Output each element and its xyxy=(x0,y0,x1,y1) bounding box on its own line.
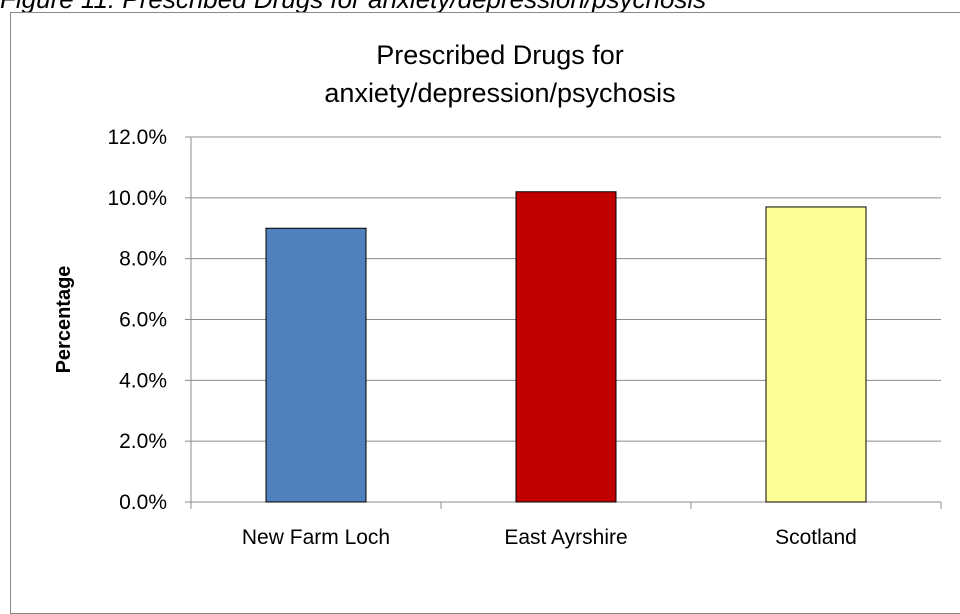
y-tick-label: 12.0% xyxy=(107,126,167,149)
y-tick-label: 8.0% xyxy=(119,248,167,271)
x-tick-label: East Ayrshire xyxy=(504,526,627,549)
bar-chart: 0.0% 2.0% 4.0% 6.0% 8.0% 10.0% 12.0% New Farm … xyxy=(53,126,942,549)
y-tick-labels: 0.0% 2.0% 4.0% 6.0% 8.0% 10.0% 12.0% xyxy=(107,126,167,514)
chart-title: Prescribed Drugs for anxiety/depression/… xyxy=(0,36,960,112)
figure-caption: Figure 11: Prescribed Drugs for anxiety/… xyxy=(0,0,706,15)
y-tick-label: 2.0% xyxy=(119,430,167,453)
y-tick-label: 0.0% xyxy=(119,491,167,514)
x-tick-labels: New Farm Loch East Ayrshire Scotland xyxy=(242,526,857,549)
x-tick-label: New Farm Loch xyxy=(242,526,390,549)
y-tick-label: 4.0% xyxy=(119,369,167,392)
bar xyxy=(765,206,867,503)
y-axis-label: Percentage xyxy=(53,266,75,374)
bars xyxy=(265,191,867,503)
chart-title-line-2: anxiety/depression/psychosis xyxy=(324,78,676,108)
bar xyxy=(265,227,367,503)
y-tick-label: 10.0% xyxy=(107,187,167,210)
y-tick-label: 6.0% xyxy=(119,309,167,332)
bar xyxy=(515,191,617,503)
chart-title-line-1: Prescribed Drugs for xyxy=(376,40,624,70)
x-tick-label: Scotland xyxy=(775,526,857,549)
